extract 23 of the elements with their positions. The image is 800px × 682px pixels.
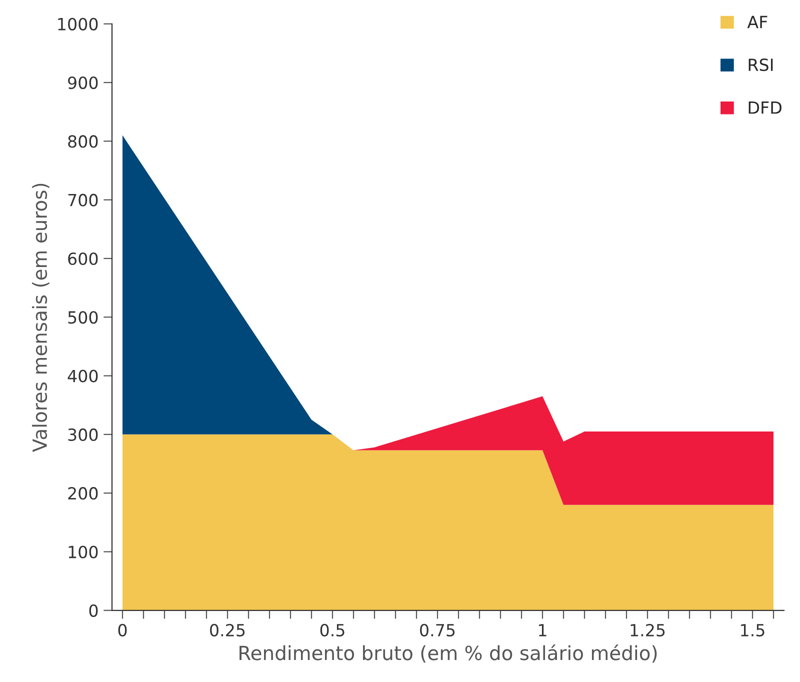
y-tick-label: 700 [68,194,98,206]
legend-label: DFD [748,102,782,114]
x-tick-label: 0 [118,624,127,636]
x-tick-label: 1.5 [741,624,764,636]
x-tick-label: 1.25 [630,624,665,636]
y-tick-label: 1000 [58,18,98,30]
y-tick-label: 600 [68,252,98,266]
x-tick-label: 1 [539,624,546,636]
legend-label: AF [747,16,768,28]
y-tick-label: 800 [68,135,98,148]
y-tick-label: 300 [68,428,98,442]
y-tick-label: 400 [68,370,98,382]
y-tick-label: 500 [68,311,98,324]
y-tick-label: 900 [68,76,98,90]
x-axis-title: Rendimento bruto (em % do salário médio) [240,644,657,663]
x-tick-label: 0.75 [420,624,455,636]
x-tick-label: 0.25 [210,624,245,636]
y-tick-label: 200 [68,487,98,500]
legend-label: RSI [748,58,773,72]
y-axis-title: Valores mensais (em euros) [32,184,50,452]
x-tick-label: 0.5 [320,624,344,636]
y-tick-label: 0 [89,604,98,617]
y-tick-label: 100 [68,546,98,558]
